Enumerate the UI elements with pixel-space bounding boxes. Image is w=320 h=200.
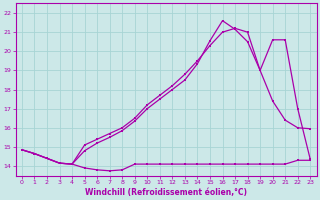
X-axis label: Windchill (Refroidissement éolien,°C): Windchill (Refroidissement éolien,°C) [85,188,247,197]
